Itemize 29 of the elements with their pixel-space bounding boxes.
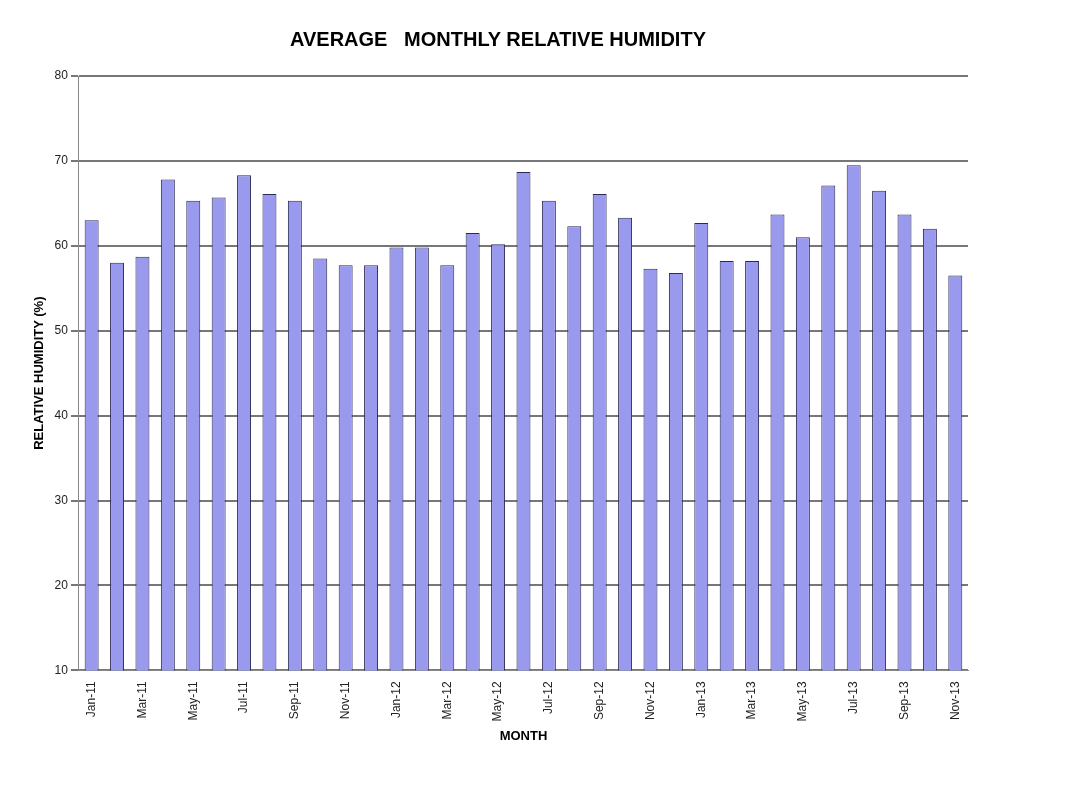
x-tick-label: Mar-12 xyxy=(439,681,454,720)
x-tick-label: Jan-11 xyxy=(83,681,98,718)
x-tick-label: Mar-13 xyxy=(744,681,759,720)
x-tick-label: Nov-11 xyxy=(337,681,352,720)
y-tick-label: 30 xyxy=(54,492,69,507)
y-tick-label: 20 xyxy=(54,577,69,592)
x-tick-label: May-12 xyxy=(490,681,505,722)
y-tick-label: 10 xyxy=(54,662,69,677)
x-axis-title: MONTH xyxy=(499,727,548,743)
y-tick-label: 60 xyxy=(54,238,69,253)
x-tick-label: May-11 xyxy=(185,681,200,721)
x-tick-label: Nov-13 xyxy=(947,681,962,721)
x-tick-label: Jan-13 xyxy=(693,681,708,719)
x-tick-label: Sep-13 xyxy=(896,681,911,721)
y-tick-label: 70 xyxy=(54,153,69,168)
y-axis-title: RELATIVE HUMIDITY (%) xyxy=(31,296,47,450)
y-tick-label: 80 xyxy=(54,68,69,83)
x-tick-label: Jul-13 xyxy=(846,681,861,715)
x-tick-label: May-13 xyxy=(795,681,810,722)
x-tick-label: Nov-12 xyxy=(642,681,657,721)
chart-title: AVERAGE MONTHLY RELATIVE HUMIDITY xyxy=(290,27,707,50)
y-tick-label: 50 xyxy=(54,323,69,338)
x-tick-label: Jul-12 xyxy=(541,681,556,715)
y-tick-label: 40 xyxy=(54,407,69,422)
x-tick-label: Jan-12 xyxy=(388,681,403,719)
x-tick-label: Mar-11 xyxy=(134,681,149,719)
x-tick-label: Sep-11 xyxy=(287,681,302,720)
x-tick-label: Jul-11 xyxy=(236,681,251,714)
x-tick-label: Sep-12 xyxy=(591,681,606,721)
